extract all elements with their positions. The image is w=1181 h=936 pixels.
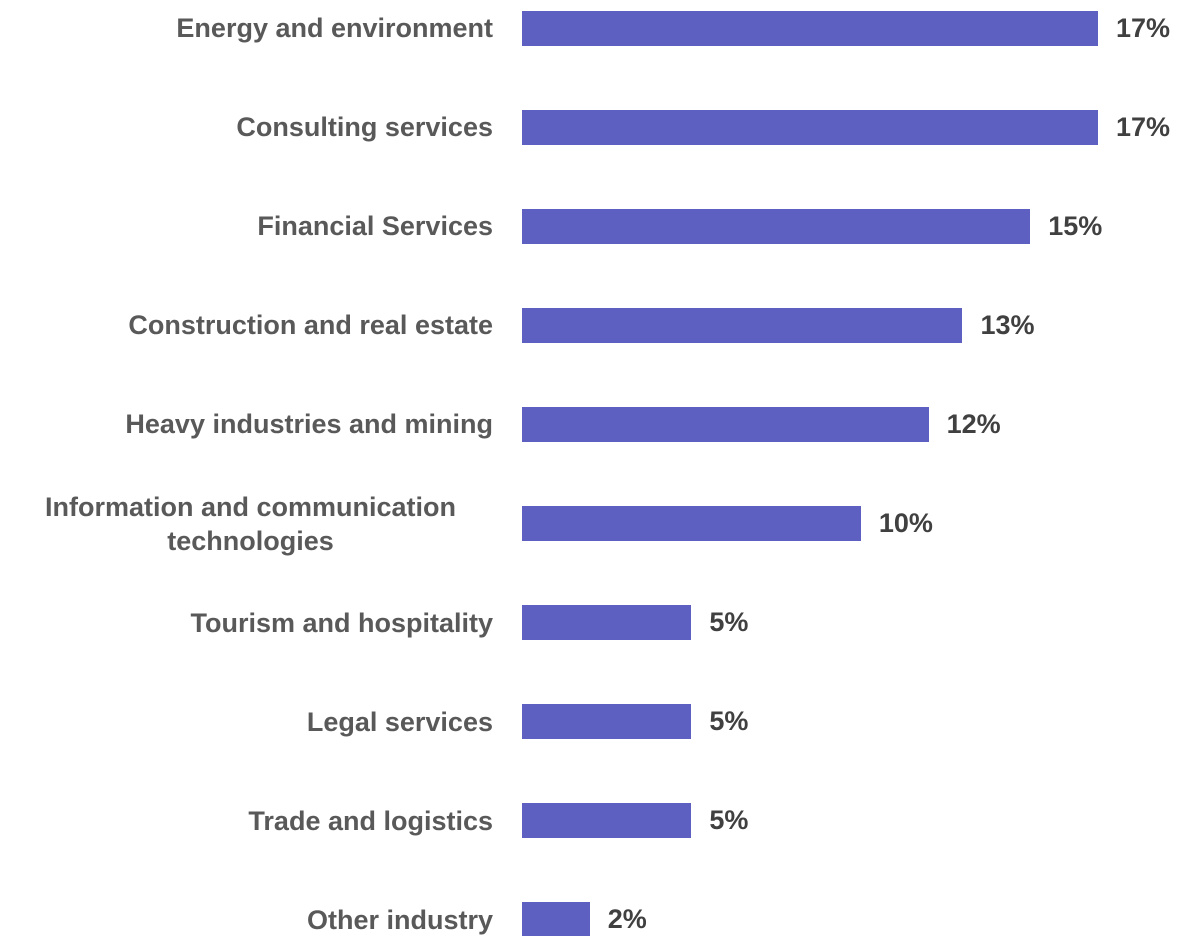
value-label: 2% [607,904,647,935]
value-label: 10% [878,508,933,538]
bar [522,506,861,541]
bar [522,902,590,936]
category-label: Energy and environment [0,0,493,78]
value-label: 5% [709,805,749,836]
category-text: Trade and logistics [248,805,493,836]
bar [522,605,692,641]
category-text: Other industry [306,904,493,935]
bar [522,109,1098,145]
bar [522,307,963,343]
category-text: Heavy industries and mining [125,409,493,440]
category-label: Tourism and hospitality [0,573,493,673]
category-label: Heavy industries and mining [0,374,493,474]
value-label: 13% [980,309,1035,340]
category-label: Consulting services [0,77,493,177]
bar [522,208,1031,244]
category-text: Financial Services [257,211,493,242]
category-text: Legal services [306,706,493,737]
value-label: 12% [946,408,1001,439]
value-label: 17% [1116,12,1171,43]
value-label: 15% [1048,210,1103,241]
category-label: Information and communication technologi… [0,474,493,574]
category-label: Trade and logistics [0,771,493,871]
bar [522,704,692,740]
category-text: Consulting services [236,112,493,143]
value-label: 17% [1116,111,1171,142]
category-label: Other industry [0,870,493,936]
value-label: 5% [709,607,749,638]
category-text: Construction and real estate [128,310,493,341]
category-label: Financial Services [0,176,493,276]
bar [522,803,692,839]
bar [522,406,929,442]
category-text: Information and communication technologi… [44,491,456,556]
bar [522,10,1098,46]
value-label: 5% [709,706,749,737]
category-text: Tourism and hospitality [190,607,493,638]
category-label: Legal services [0,672,493,772]
category-text: Energy and environment [176,13,493,43]
category-label: Construction and real estate [0,275,493,375]
